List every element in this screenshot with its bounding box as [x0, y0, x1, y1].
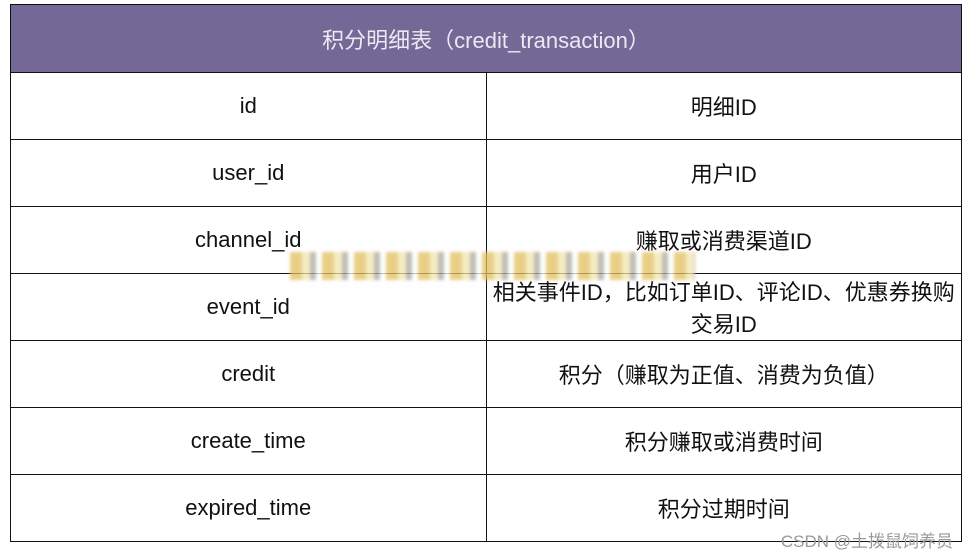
blurred-watermark [290, 252, 695, 280]
table-row: event_id 相关事件ID，比如订单ID、评论ID、优惠券换购交易ID [10, 273, 962, 341]
field-name-cell: event_id [10, 273, 487, 341]
table-row: create_time 积分赚取或消费时间 [10, 407, 962, 475]
table-row: expired_time 积分过期时间 [10, 474, 962, 542]
field-description-cell: 明细ID [485, 72, 962, 140]
field-description-cell: 相关事件ID，比如订单ID、评论ID、优惠券换购交易ID [485, 273, 962, 341]
field-description-cell: 用户ID [485, 139, 962, 207]
field-name-cell: expired_time [10, 474, 487, 542]
field-name-cell: id [10, 72, 487, 140]
field-name-cell: credit [10, 340, 487, 408]
table-row: user_id 用户ID [10, 139, 962, 207]
credit-transaction-table: 积分明细表（credit_transaction） id 明细ID user_id 用… [10, 4, 962, 542]
field-description-cell: 积分过期时间 [485, 474, 962, 542]
field-name-cell: create_time [10, 407, 487, 475]
table-row: credit 积分（赚取为正值、消费为负值） [10, 340, 962, 408]
field-name-cell: user_id [10, 139, 487, 207]
field-description-cell: 积分赚取或消费时间 [485, 407, 962, 475]
table-row: id 明细ID [10, 72, 962, 140]
table-title: 积分明细表（credit_transaction） [10, 4, 962, 73]
csdn-watermark: CSDN @土拨鼠饲养员 [780, 532, 953, 551]
table-header-row: 积分明细表（credit_transaction） [10, 4, 962, 73]
field-name-cell: channel_id [10, 206, 487, 274]
field-description-cell: 积分（赚取为正值、消费为负值） [485, 340, 962, 408]
